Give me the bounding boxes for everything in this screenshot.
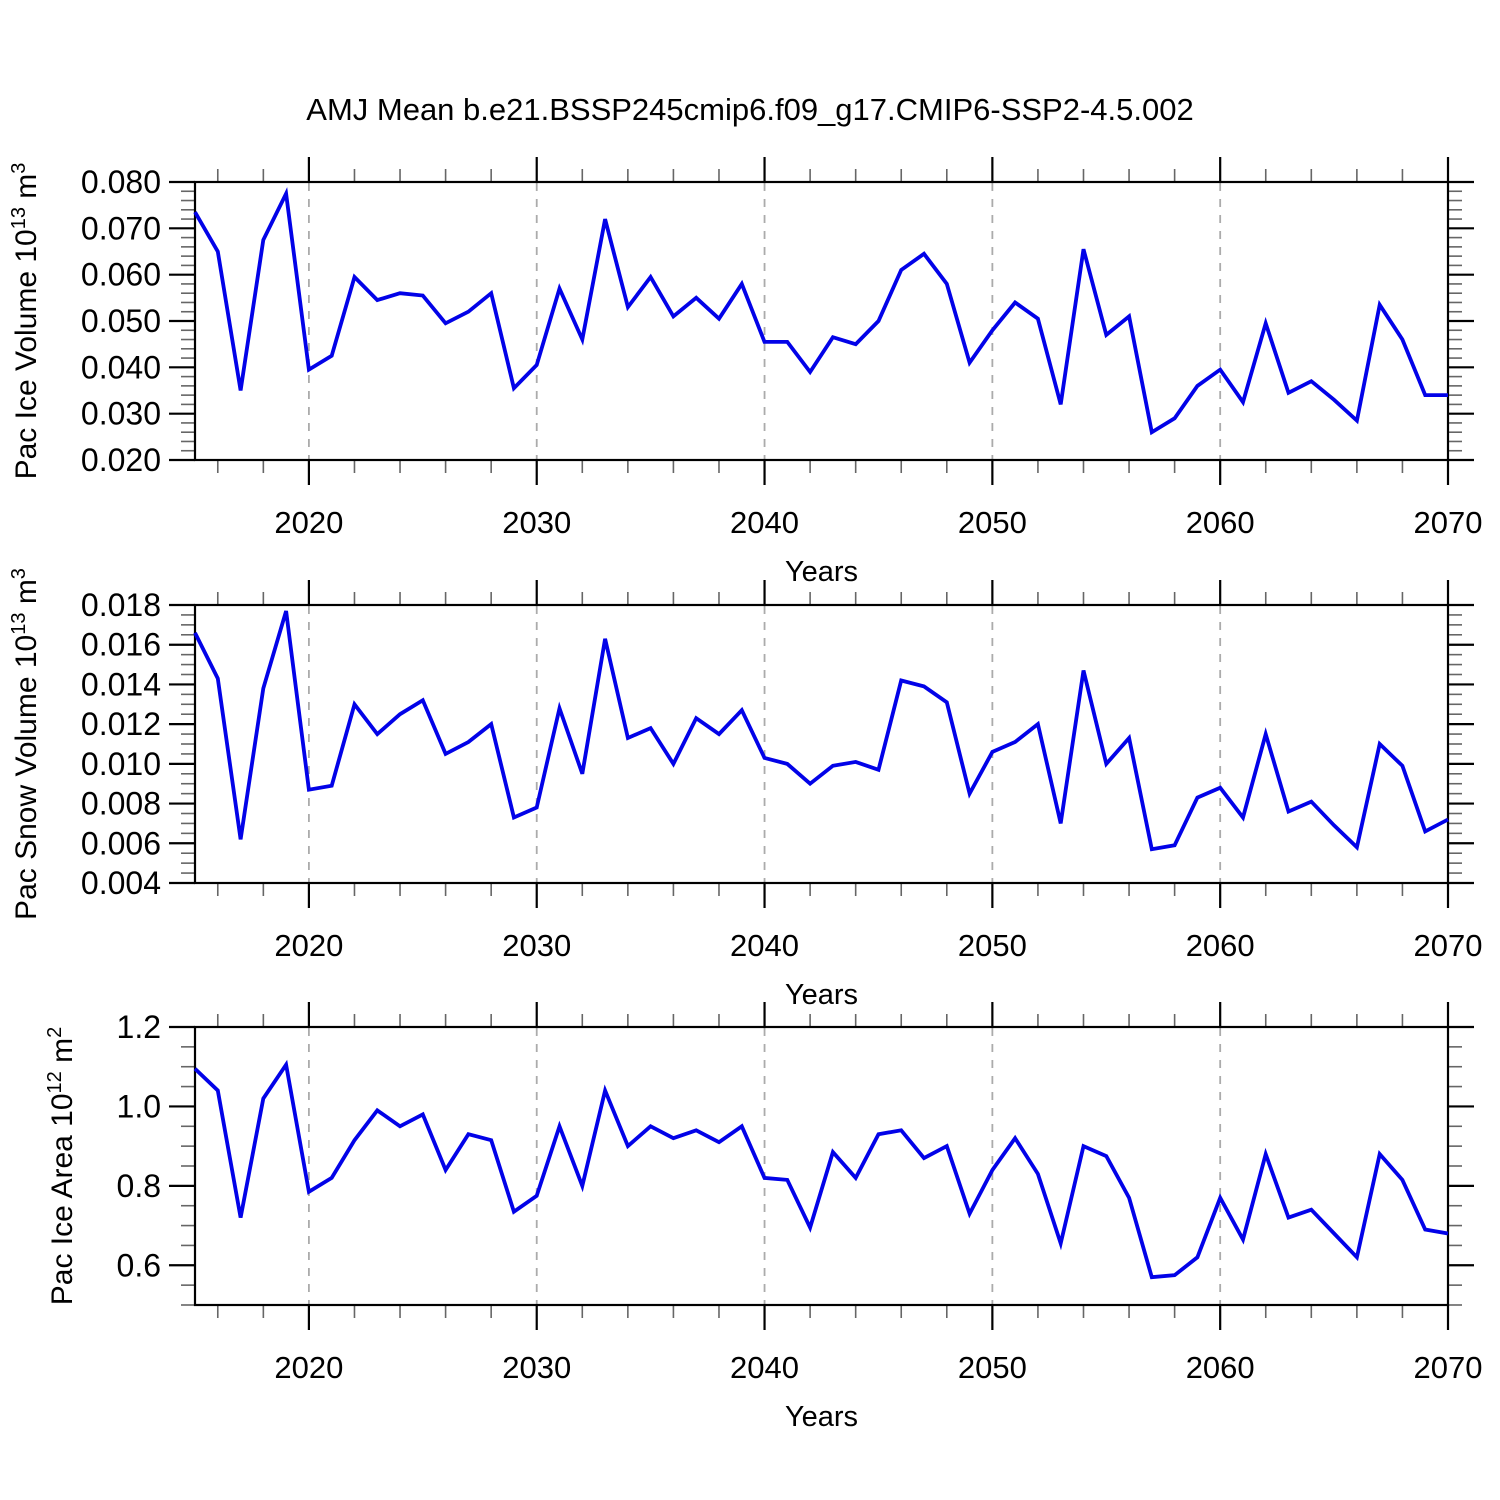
x-tick-label: 2070 xyxy=(1414,1350,1483,1385)
plot-frame xyxy=(193,180,1450,462)
x-axis-title: Years xyxy=(785,979,858,1011)
x-tick-label: 2050 xyxy=(958,1350,1027,1385)
y-tick-label: 0.008 xyxy=(81,786,161,822)
y-tick-label: 0.050 xyxy=(81,303,161,339)
x-tick-label: 2070 xyxy=(1414,928,1483,963)
plot-frame xyxy=(193,1025,1450,1307)
series-line-pac-ice-area xyxy=(193,1059,1449,1280)
y-axis-title: Pac Ice Volume 1013​ m3​ xyxy=(8,163,43,480)
x-tick-label: 2020 xyxy=(274,1350,343,1385)
y-tick-label: 1.0 xyxy=(117,1088,161,1124)
series-line-pac-snow-volume xyxy=(193,610,1449,852)
plot-frame xyxy=(193,603,1450,885)
x-axis-title: Years xyxy=(785,1401,858,1433)
y-axis-title: Pac Ice Area 1012​ m2​ xyxy=(44,1027,79,1306)
y-tick-label: 0.004 xyxy=(81,865,161,901)
y-tick-label: 0.8 xyxy=(117,1168,161,1204)
x-tick-label: 2040 xyxy=(730,505,799,540)
x-tick-label: 2030 xyxy=(502,928,571,963)
x-tick-label: 2060 xyxy=(1186,505,1255,540)
y-tick-label: 0.006 xyxy=(81,825,161,861)
panel-pac-ice-volume: 2020 2030 2040 2050 2060 2070 0.020 0.030 0.040 0… xyxy=(8,157,1482,588)
y-tick-label: 0.070 xyxy=(81,210,161,246)
x-tick-label: 2030 xyxy=(502,505,571,540)
x-tick-label: 2040 xyxy=(730,1350,799,1385)
x-tick-label: 2040 xyxy=(730,928,799,963)
x-tick-label: 2020 xyxy=(274,505,343,540)
series-line-pac-ice-volume xyxy=(193,187,1448,436)
y-tick-label: 0.014 xyxy=(81,666,161,702)
y-tick-label: 0.016 xyxy=(81,627,161,663)
y-tick-label: 0.060 xyxy=(81,257,161,293)
y-tick-label: 0.030 xyxy=(81,396,161,432)
x-tick-label: 2060 xyxy=(1186,1350,1255,1385)
y-tick-label: 0.012 xyxy=(81,706,161,742)
y-tick-label: 1.2 xyxy=(117,1009,161,1045)
x-tick-label: 2050 xyxy=(958,505,1027,540)
x-tick-label: 2050 xyxy=(958,928,1027,963)
x-tick-label: 2060 xyxy=(1186,928,1255,963)
y-tick-label: 0.040 xyxy=(81,349,161,385)
y-axis-title: Pac Snow Volume 1013​ m3​ xyxy=(8,568,43,920)
x-tick-label: 2070 xyxy=(1414,505,1483,540)
panel-pac-ice-area: 2020 2030 2040 2050 2060 2070 0.6 0.8 1.0 1.2 Year… xyxy=(44,1002,1482,1433)
figure-title: AMJ Mean b.e21.BSSP245cmip6.f09_g17.CMIP… xyxy=(306,92,1194,127)
y-tick-label: 0.6 xyxy=(117,1247,161,1283)
x-tick-label: 2030 xyxy=(502,1350,571,1385)
x-axis-title: Years xyxy=(785,556,858,588)
x-tick-label: 2020 xyxy=(274,928,343,963)
y-tick-label: 0.020 xyxy=(81,442,161,478)
y-tick-label: 0.080 xyxy=(81,164,161,200)
y-tick-label: 0.010 xyxy=(81,746,161,782)
y-tick-label: 0.018 xyxy=(81,587,161,623)
